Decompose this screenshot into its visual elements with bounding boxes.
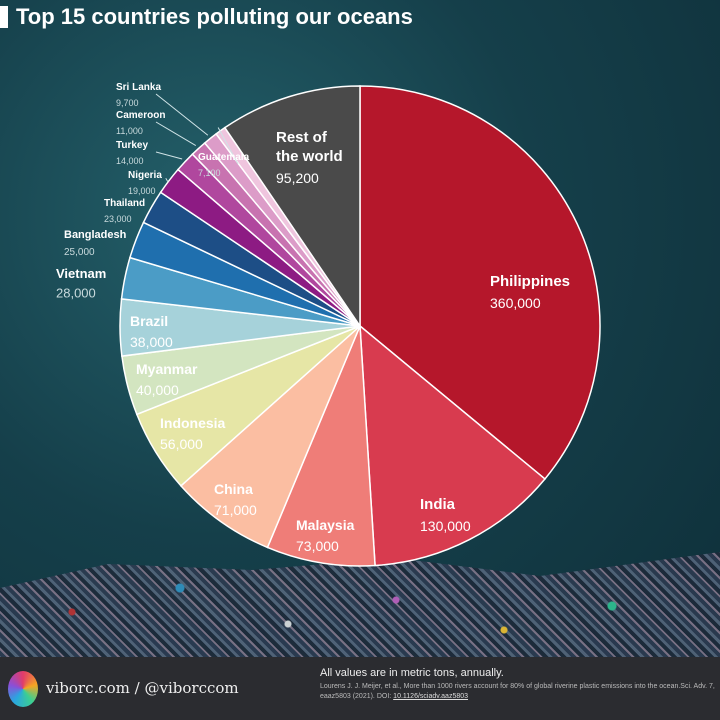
slice-label: Vietnam: [56, 266, 106, 281]
slice-value: 7,100: [198, 168, 221, 178]
slice-label: Turkey: [116, 140, 148, 151]
source-text: Lourens J. J. Meijer, et al., More than …: [320, 683, 715, 700]
viborc-logo: [8, 671, 38, 707]
slice-value: 19,000: [128, 186, 156, 196]
slice-value: 360,000: [490, 295, 541, 311]
title-marker: [0, 6, 8, 28]
slice-value: 56,000: [160, 436, 203, 452]
slice-label: Thailand: [104, 198, 145, 209]
slice-value: 95,200: [276, 170, 319, 186]
slice-value: 11,000: [116, 126, 143, 136]
doi-link[interactable]: 10.1126/sciadv.aaz5803: [393, 693, 469, 700]
leader-line: [155, 93, 209, 136]
slice-label: Sri Lanka: [116, 82, 161, 93]
slice-value: 130,000: [420, 518, 471, 534]
leader-line: [155, 151, 183, 160]
leader-line: [165, 178, 169, 183]
slice-value: 9,700: [116, 98, 139, 108]
slice-value: 40,000: [136, 382, 179, 398]
slice-label: Rest of: [276, 129, 328, 146]
source-citation: Lourens J. J. Meijer, et al., More than …: [320, 682, 715, 702]
slice-label: Bangladesh: [64, 229, 127, 241]
slice-value: 23,000: [104, 214, 132, 224]
slice-value: 73,000: [296, 538, 339, 554]
slice-value: 25,000: [64, 247, 95, 258]
slice-label: the world: [276, 148, 343, 165]
slice-label: India: [420, 496, 456, 513]
ocean-plastic-background: [0, 552, 720, 660]
slice-label: Malaysia: [296, 517, 355, 533]
slice-label: Nigeria: [128, 170, 162, 181]
chart-title: Top 15 countries polluting our oceans: [0, 4, 413, 30]
slice-rest-of-the-world: [223, 85, 361, 329]
slice-value: 38,000: [130, 334, 173, 350]
slice-value: 14,000: [116, 156, 144, 166]
leader-line: [155, 121, 197, 146]
slice-china: [179, 325, 361, 549]
slice-label: Cameroon: [116, 110, 165, 121]
slice-value: 28,000: [56, 286, 96, 301]
slice-label: Brazil: [130, 313, 168, 329]
slice-label: China: [214, 481, 253, 497]
slice-label: Myanmar: [136, 361, 198, 377]
slice-label: Indonesia: [160, 415, 226, 431]
leader-line: [217, 127, 239, 165]
footer: viborc.com / @viborccom All values are i…: [0, 657, 720, 720]
slice-philippines: [359, 85, 601, 481]
slice-india: [359, 324, 546, 567]
title-text: Top 15 countries polluting our oceans: [16, 4, 413, 29]
units-note: All values are in metric tons, annually.: [320, 667, 504, 679]
brand-link[interactable]: viborc.com / @viborccom: [46, 679, 239, 697]
slice-malaysia: [266, 325, 376, 567]
slice-label: Philippines: [490, 273, 570, 290]
slice-value: 71,000: [214, 502, 257, 518]
slice-label: Guatemala: [198, 152, 250, 163]
